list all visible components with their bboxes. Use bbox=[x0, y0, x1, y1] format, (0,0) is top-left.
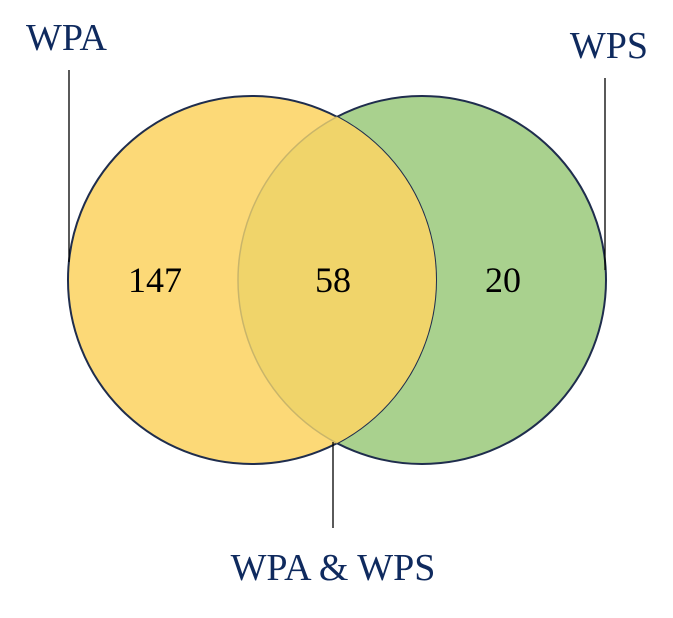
wps-only-count: 20 bbox=[485, 260, 521, 300]
wps-inner-arc bbox=[237, 96, 436, 464]
wps-label: WPS bbox=[570, 25, 648, 67]
wpa-label: WPA bbox=[26, 17, 108, 59]
wpa-only-count: 147 bbox=[128, 260, 182, 300]
overlap-label: WPA & WPS bbox=[231, 547, 436, 589]
overlap-count: 58 bbox=[315, 260, 351, 300]
overlap-region bbox=[238, 96, 436, 464]
